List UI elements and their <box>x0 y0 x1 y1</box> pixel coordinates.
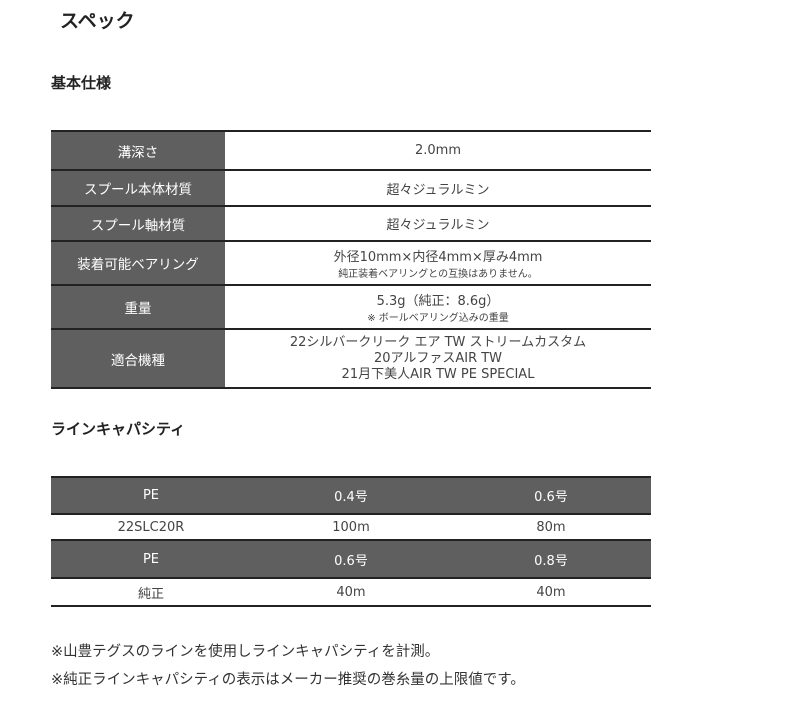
cell: PE <box>51 539 251 579</box>
capacity-header-row: PE 0.4号 0.6号 <box>51 476 651 515</box>
cell: 0.6号 <box>451 476 651 515</box>
cell: 0.4号 <box>251 476 451 515</box>
spec-row: 溝深さ 2.0mm <box>51 130 651 171</box>
spec-row: スプール軸材質 超々ジュラルミン <box>51 205 651 242</box>
cell: 40m <box>251 578 451 607</box>
cell: 純正 <box>51 578 251 607</box>
cell: 0.8号 <box>451 539 651 579</box>
spec-row: 装着可能ベアリング 外径10mm×内径4mm×厚み4mm 純正装着ベアリングとの互換… <box>51 240 651 286</box>
cell: 80m <box>536 519 566 535</box>
capacity-data-row: 22SLC20R 100m 80m <box>51 514 651 540</box>
spec-value: 超々ジュラルミン <box>225 169 651 207</box>
spec-value: 5.3g（純正：8.6g） ※ ボールベアリング込みの重量 <box>225 284 651 330</box>
cell: 40m <box>451 578 651 607</box>
capacity-data-row: 純正 40m 40m <box>51 578 651 607</box>
spec-value: 22シルバークリーク エア TW ストリームカスタム 20アルファスAIR TW 2… <box>225 328 651 389</box>
spec-value-main: 5.3g（純正：8.6g） <box>376 294 500 309</box>
compatible-model: 20アルファスAIR TW <box>373 350 503 366</box>
cell: PE <box>51 476 251 515</box>
spec-label: 溝深さ <box>51 130 225 171</box>
cell: 22SLC20R <box>117 519 185 535</box>
note: ※山豊テグスのラインを使用しラインキャパシティを計測。 <box>51 644 440 660</box>
spec-value: 2.0mm <box>225 130 651 171</box>
page-title: スペック <box>60 10 135 32</box>
cell: 100m <box>332 519 370 535</box>
spec-label: 適合機種 <box>51 328 225 389</box>
spec-label: スプール本体材質 <box>51 169 225 207</box>
cell: 0.6号 <box>251 539 451 579</box>
capacity-header-row: PE 0.6号 0.8号 <box>51 539 651 579</box>
spec-row: 重量 5.3g（純正：8.6g） ※ ボールベアリング込みの重量 <box>51 284 651 330</box>
spec-row: スプール本体材質 超々ジュラルミン <box>51 169 651 207</box>
spec-value-note: ※ ボールベアリング込みの重量 <box>367 313 509 324</box>
spec-label: 装着可能ベアリング <box>51 240 225 286</box>
spec-value: 外径10mm×内径4mm×厚み4mm 純正装着ベアリングとの互換はありません。 <box>225 240 651 286</box>
spec-value-main: 外径10mm×内径4mm×厚み4mm <box>333 250 543 265</box>
spec-row: 適合機種 22シルバークリーク エア TW ストリームカスタム 20アルファスAIR… <box>51 328 651 389</box>
spec-label: スプール軸材質 <box>51 205 225 242</box>
compatible-model: 22シルバークリーク エア TW ストリームカスタム <box>289 334 587 350</box>
line-capacity-table: PE 0.4号 0.6号 22SLC20R 100m 80m PE 0.6号 0.8号 純正… <box>51 476 651 607</box>
line-capacity-heading: ラインキャパシティ <box>51 420 186 438</box>
spec-label: 重量 <box>51 284 225 330</box>
basic-spec-heading: 基本仕様 <box>51 74 112 92</box>
compatible-model: 21月下美人AIR TW PE SPECIAL <box>341 366 535 382</box>
spec-value: 超々ジュラルミン <box>225 205 651 242</box>
note: ※純正ラインキャパシティの表示はメーカー推奨の巻糸量の上限値です。 <box>51 672 525 688</box>
basic-spec-table: 溝深さ 2.0mm スプール本体材質 超々ジュラルミン スプール軸材質 超々ジュラルミ… <box>51 130 651 389</box>
spec-value-note: 純正装着ベアリングとの互換はありません。 <box>338 269 538 280</box>
